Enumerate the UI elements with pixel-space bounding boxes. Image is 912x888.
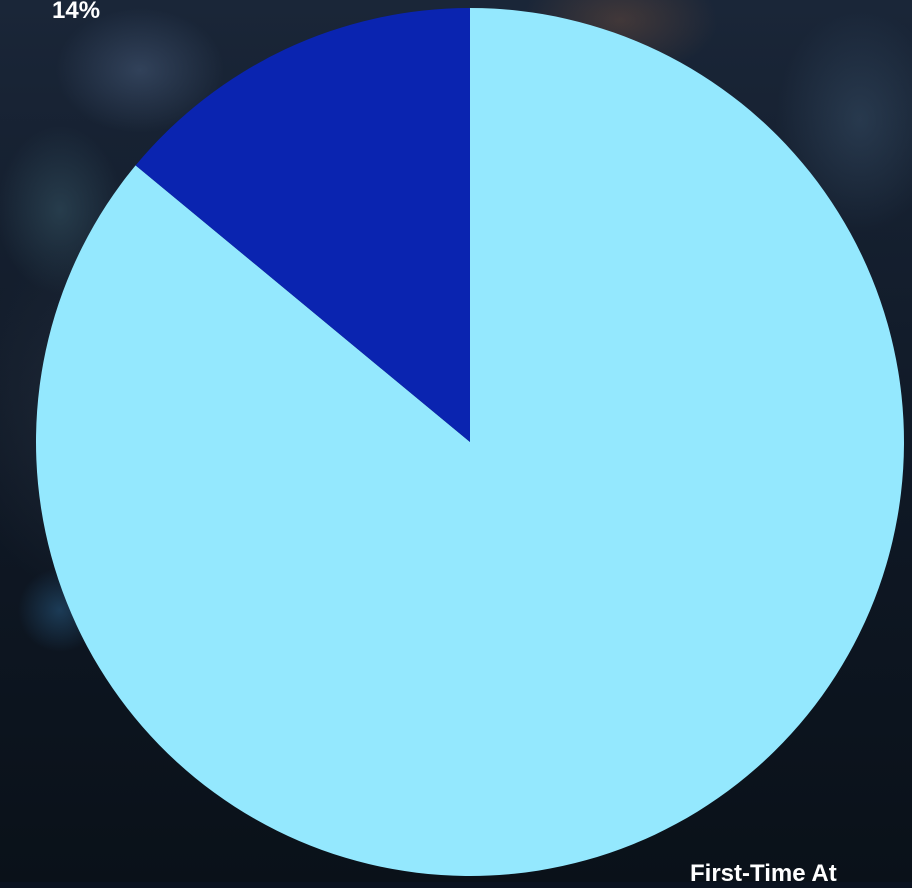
pie-slice-86 [35,8,905,876]
slice-label-14-percent: 14% [52,0,100,24]
legend-label-first-time: First-Time At [690,860,837,887]
pie-slice-14 [135,8,470,442]
pie-slices [35,8,905,876]
